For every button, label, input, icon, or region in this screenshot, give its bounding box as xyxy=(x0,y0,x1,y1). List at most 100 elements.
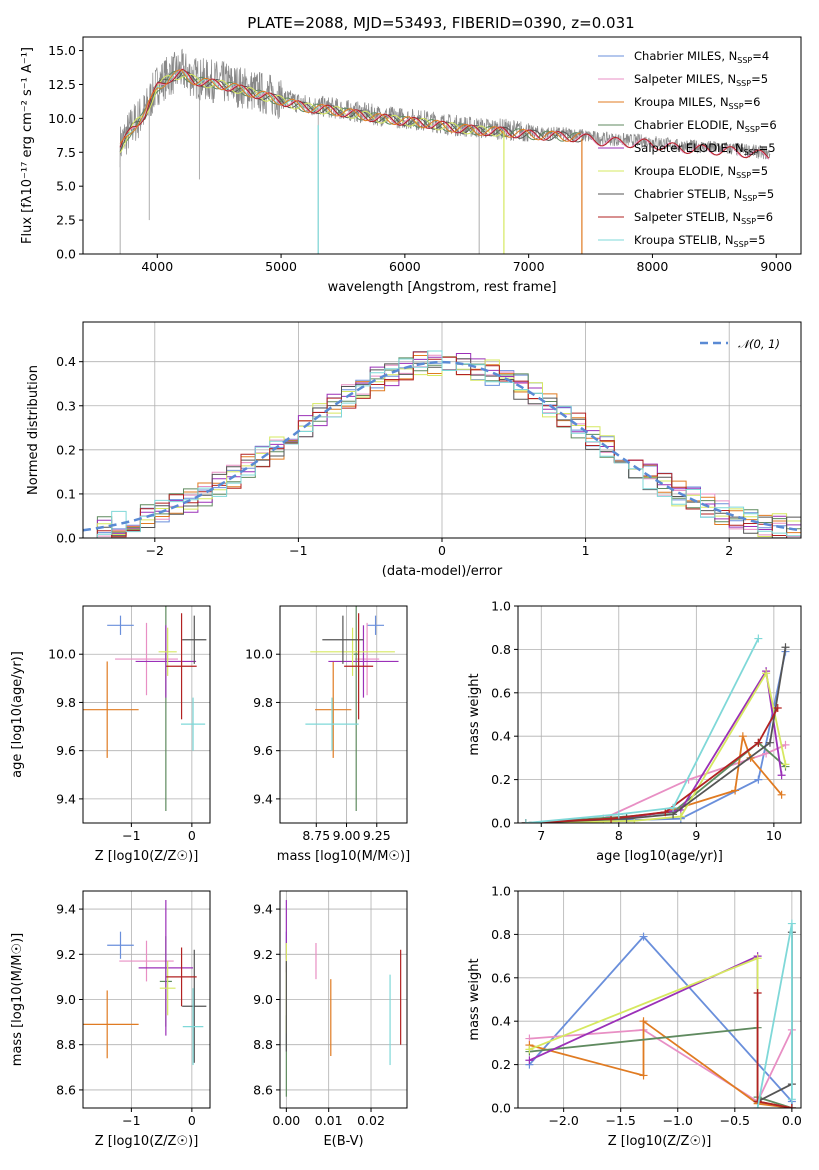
y-tick-label: 1.0 xyxy=(491,884,511,899)
y-tick-label: 0.8 xyxy=(491,642,511,657)
weight-marker xyxy=(607,814,616,823)
legend-entry: Salpeter ELODIE, NSSP=5 xyxy=(634,141,776,157)
y-axis-label: age [log10(age/yr)] xyxy=(10,651,25,778)
weight-marker xyxy=(614,810,623,819)
weight-marker xyxy=(765,738,774,747)
error-bar-point xyxy=(310,627,395,676)
error-bar-point xyxy=(315,661,352,758)
chart-panel-3: 8.75 9.00 9.25 9.4 9.6 9.8 10.0 mass [log10(M/M… xyxy=(245,605,410,864)
weight-marker xyxy=(753,1104,762,1108)
weight-marker xyxy=(525,1056,534,1065)
weight-marker xyxy=(787,1095,796,1104)
y-tick-label: 9.4 xyxy=(253,902,273,917)
chart-panel-6: 0.00 0.01 0.02 8.6 8.8 9.0 9.2 9.4 E(B-V) xyxy=(253,890,408,1149)
error-bar-point xyxy=(322,615,364,664)
axes-frame xyxy=(279,605,408,824)
weight-marker xyxy=(754,738,763,747)
x-axis-label: Z [log10(Z/Z☉)] xyxy=(95,1134,199,1149)
error-bar-point xyxy=(119,940,174,982)
weight-marker xyxy=(669,803,678,812)
y-tick-label: 0.6 xyxy=(491,685,511,700)
x-tick-label: 0.02 xyxy=(357,1113,385,1128)
y-tick-label: 0.2 xyxy=(491,772,511,787)
chart-panel-7: −2.0 −1.5 −1.0 −0.5 0.0 0.0 0.2 0.4 0.6 0.8 1.0 Z [… xyxy=(467,884,802,1150)
weight-marker xyxy=(753,988,762,997)
error-bar-point xyxy=(138,900,194,1036)
y-tick-label: 9.8 xyxy=(56,695,76,710)
axes-frame xyxy=(82,36,802,255)
weight-marker xyxy=(781,740,790,749)
y-tick-label: 0.2 xyxy=(491,1057,511,1072)
x-tick-label: 10 xyxy=(766,828,782,843)
weight-line xyxy=(525,651,787,823)
y-tick-label: 10.0 xyxy=(48,647,76,662)
x-tick-label: 0 xyxy=(438,543,446,558)
weight-marker xyxy=(787,919,796,928)
plot-area xyxy=(119,48,771,254)
x-tick-label: 6000 xyxy=(389,259,421,274)
y-tick-label: 10.0 xyxy=(245,647,273,662)
x-tick-label: −1.5 xyxy=(606,1113,636,1128)
x-tick-label: 1 xyxy=(582,543,590,558)
weight-marker xyxy=(777,790,786,799)
x-tick-label: −1 xyxy=(289,543,307,558)
error-bar-point xyxy=(115,622,178,696)
x-axis-label: Z [log10(Z/Z☉)] xyxy=(95,849,199,864)
x-tick-label: −0.5 xyxy=(720,1113,750,1128)
y-axis-label: mass weight xyxy=(467,958,482,1040)
axes-frame xyxy=(82,605,211,824)
error-bar-point xyxy=(166,947,197,1007)
y-tick-label: 0.4 xyxy=(491,729,511,744)
weight-series xyxy=(525,952,796,1108)
y-tick-label: 10.0 xyxy=(48,111,76,126)
histogram-series xyxy=(83,350,801,538)
weight-marker xyxy=(754,634,763,643)
legend-entry: Kroupa STELIB, NSSP=5 xyxy=(634,233,765,249)
legend-entry: Kroupa ELODIE, NSSP=5 xyxy=(634,164,768,180)
model-fit-line xyxy=(119,71,584,152)
weight-line xyxy=(525,741,787,823)
model-fit-line xyxy=(119,68,770,159)
x-tick-label: −2 xyxy=(146,543,164,558)
y-tick-label: 0.3 xyxy=(56,398,76,413)
error-bar-point xyxy=(305,697,359,751)
chart-panel-0: 4000 5000 6000 7000 8000 9000 0.0 2.5 5.0 7.5 10.0… xyxy=(20,36,802,295)
y-tick-label: 15.0 xyxy=(48,43,76,58)
y-tick-label: 9.2 xyxy=(253,947,273,962)
error-bar-point xyxy=(328,625,399,698)
x-tick-label: 2 xyxy=(725,543,733,558)
x-tick-label: 9 xyxy=(692,828,700,843)
weight-marker xyxy=(762,749,771,758)
y-axis-label: Normed distribution xyxy=(26,365,41,495)
legend-entry: Kroupa MILES, NSSP=6 xyxy=(634,95,760,111)
chart-panel-2: −1 0 9.4 9.6 9.8 10.0 Z [log10(Z/Z☉)] age [log1… xyxy=(10,605,211,864)
weight-series xyxy=(521,647,790,823)
y-axis-label: mass weight xyxy=(467,673,482,755)
weight-series xyxy=(521,634,763,823)
x-tick-label: −1.0 xyxy=(663,1113,693,1128)
x-tick-label: −2.0 xyxy=(548,1113,578,1128)
error-bar-point xyxy=(166,613,197,720)
axes-frame xyxy=(517,890,802,1109)
x-axis-label: Z [log10(Z/Z☉)] xyxy=(608,1134,712,1149)
weight-marker xyxy=(639,1017,648,1026)
x-tick-label: 0.0 xyxy=(782,1113,802,1128)
y-tick-label: 1.0 xyxy=(491,599,511,614)
x-axis-label: E(B-V) xyxy=(323,1134,363,1149)
weight-series xyxy=(525,1023,796,1108)
plot-area xyxy=(83,606,207,811)
x-tick-label: 0 xyxy=(188,828,196,843)
y-tick-label: 12.5 xyxy=(48,77,76,92)
plot-area xyxy=(83,350,801,538)
weight-marker xyxy=(781,760,790,769)
x-tick-label: 5000 xyxy=(265,259,297,274)
y-tick-label: 0.4 xyxy=(491,1014,511,1029)
plot-area xyxy=(83,900,207,1066)
error-bar-point xyxy=(353,606,359,811)
legend-entry: 𝒩(0, 1) xyxy=(738,337,780,351)
weight-marker xyxy=(525,1045,534,1054)
legend-entry: Salpeter MILES, NSSP=5 xyxy=(634,72,768,88)
y-tick-label: 9.4 xyxy=(56,791,76,806)
weight-marker xyxy=(521,819,530,823)
y-tick-label: 8.8 xyxy=(253,1037,273,1052)
